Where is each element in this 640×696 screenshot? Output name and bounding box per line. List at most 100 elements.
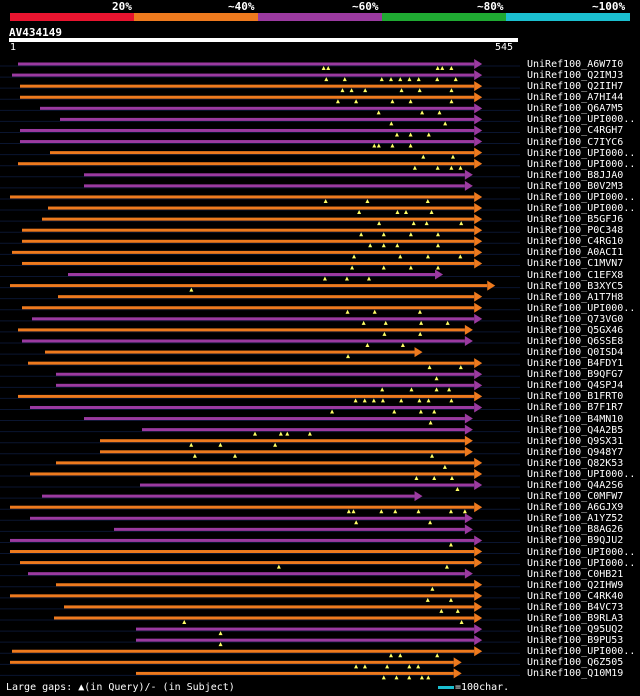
hit-row[interactable]: [0, 380, 520, 392]
hit-label[interactable]: UniRef100_B8JJA0: [527, 169, 624, 181]
hit-label[interactable]: UniRef100_Q948Y7: [527, 446, 624, 458]
hit-label[interactable]: UniRef100_B4MN10: [527, 413, 624, 425]
hit-label[interactable]: UniRef100_C1MVN7: [527, 258, 624, 270]
hit-row[interactable]: [0, 313, 520, 325]
hit-row[interactable]: [0, 214, 520, 226]
hit-row[interactable]: [0, 92, 520, 104]
hit-row[interactable]: [0, 579, 520, 591]
hit-row[interactable]: [0, 546, 520, 557]
hit-label[interactable]: UniRef100_B9PU53: [527, 635, 624, 647]
hit-row[interactable]: [0, 324, 520, 336]
hit-label[interactable]: UniRef100_UPI000..: [527, 546, 636, 558]
hit-row[interactable]: [0, 480, 520, 492]
hit-label[interactable]: UniRef100_A1YZ52: [527, 513, 624, 525]
hit-label[interactable]: UniRef100_C4RG10: [527, 236, 624, 248]
hit-label[interactable]: UniRef100_Q95UQ2: [527, 624, 624, 636]
hit-label[interactable]: UniRef100_Q4A2B5: [527, 424, 624, 436]
hit-row[interactable]: [0, 568, 520, 579]
hit-label[interactable]: UniRef100_Q2IMJ3: [527, 70, 624, 82]
hit-label[interactable]: UniRef100_C4RK40: [527, 590, 624, 602]
hit-label[interactable]: UniRef100_B9QJU2: [527, 535, 624, 547]
hit-label[interactable]: UniRef100_B9QFG7: [527, 369, 624, 381]
hit-label[interactable]: UniRef100_Q6Z505: [527, 657, 624, 669]
hit-label[interactable]: UniRef100_UPI000..: [527, 468, 636, 480]
hit-label[interactable]: UniRef100_UPI000..: [527, 191, 636, 203]
hit-label[interactable]: UniRef100_Q0ISD4: [527, 347, 624, 359]
hit-row[interactable]: [0, 247, 520, 259]
hit-row[interactable]: [0, 391, 520, 403]
hit-row[interactable]: [0, 169, 520, 180]
hit-label[interactable]: UniRef100_Q5GX46: [527, 324, 624, 336]
hit-label[interactable]: UniRef100_C1EFX8: [527, 269, 624, 281]
hit-row[interactable]: [0, 125, 520, 137]
hit-label[interactable]: UniRef100_UPI000..: [527, 203, 636, 215]
hit-row[interactable]: [0, 590, 520, 602]
hit-label[interactable]: UniRef100_UPI000..: [527, 302, 636, 314]
hit-label[interactable]: UniRef100_B4VC73: [527, 601, 624, 613]
hit-row[interactable]: [0, 446, 520, 458]
hit-label[interactable]: UniRef100_Q6A7M5: [527, 103, 624, 115]
hit-row[interactable]: [0, 601, 520, 613]
hit-label[interactable]: UniRef100_UPI000..: [527, 147, 636, 159]
hit-label[interactable]: UniRef100_UPI000..: [527, 557, 636, 569]
hit-row[interactable]: [0, 502, 520, 514]
hit-label[interactable]: UniRef100_A6W7I0: [527, 59, 624, 70]
hit-row[interactable]: [0, 302, 520, 314]
hit-label[interactable]: UniRef100_B5GFJ6: [527, 214, 624, 226]
hit-label[interactable]: UniRef100_C0HB21: [527, 568, 624, 580]
hit-row[interactable]: [0, 413, 520, 425]
hit-label[interactable]: UniRef100_Q82K53: [527, 457, 624, 469]
hit-row[interactable]: [0, 291, 520, 302]
hit-label[interactable]: UniRef100_B9RLA3: [527, 613, 624, 624]
hit-label[interactable]: UniRef100_C0MFW7: [527, 491, 624, 503]
hit-label[interactable]: UniRef100_B4FDY1: [527, 358, 624, 370]
hit-label[interactable]: UniRef100_B1FRT0: [527, 391, 624, 403]
hit-row[interactable]: [0, 114, 520, 126]
hit-row[interactable]: [0, 491, 520, 502]
hit-row[interactable]: [0, 424, 520, 436]
hit-label[interactable]: UniRef100_UPI000..: [527, 114, 636, 126]
hit-row[interactable]: [0, 136, 520, 148]
hit-row[interactable]: [0, 180, 520, 191]
hit-row[interactable]: [0, 280, 520, 292]
hit-row[interactable]: [0, 203, 520, 215]
hit-row[interactable]: [0, 103, 520, 115]
hit-row[interactable]: [0, 347, 520, 359]
hit-row[interactable]: [0, 646, 520, 658]
hit-label[interactable]: UniRef100_B7F1R7: [527, 402, 624, 414]
hit-label[interactable]: UniRef100_A0ACI1: [527, 247, 624, 259]
hit-label[interactable]: UniRef100_UPI000..: [527, 158, 636, 170]
hit-label[interactable]: UniRef100_UPI000..: [527, 646, 636, 658]
hit-row[interactable]: [0, 613, 520, 624]
hit-label[interactable]: UniRef100_C4RGH7: [527, 125, 624, 137]
hit-label[interactable]: UniRef100_Q73VG0: [527, 313, 624, 325]
hit-label[interactable]: UniRef100_Q9SX31: [527, 435, 624, 447]
hit-row[interactable]: [0, 258, 520, 270]
hit-label[interactable]: UniRef100_Q2IHW9: [527, 579, 624, 591]
hit-row[interactable]: [0, 657, 520, 669]
hit-label[interactable]: UniRef100_P0C348: [527, 225, 624, 237]
hit-label[interactable]: UniRef100_Q2IIH7: [527, 81, 624, 93]
hit-row[interactable]: [0, 524, 520, 535]
hit-row[interactable]: [0, 402, 520, 414]
hit-row[interactable]: [0, 369, 520, 381]
hit-row[interactable]: [0, 225, 520, 237]
hit-row[interactable]: [0, 191, 520, 203]
hit-label[interactable]: UniRef100_Q4A2S6: [527, 480, 624, 492]
hit-row[interactable]: [0, 158, 520, 170]
hit-row[interactable]: [0, 635, 520, 647]
hit-row[interactable]: [0, 624, 520, 636]
hit-row[interactable]: [0, 557, 520, 569]
hit-row[interactable]: [0, 358, 520, 370]
hit-label[interactable]: UniRef100_A7HI44: [527, 92, 624, 104]
hit-label[interactable]: UniRef100_C7IYC6: [527, 136, 624, 148]
hit-label[interactable]: UniRef100_A6GJX9: [527, 502, 624, 514]
hit-label[interactable]: UniRef100_Q4SPJ4: [527, 380, 624, 392]
hit-label[interactable]: UniRef100_Q6SSE8: [527, 336, 624, 347]
hit-row[interactable]: [0, 59, 520, 70]
hit-label[interactable]: UniRef100_B0V2M3: [527, 180, 624, 192]
hit-row[interactable]: [0, 513, 520, 525]
hit-row[interactable]: [0, 336, 520, 347]
hit-row[interactable]: [0, 435, 520, 447]
hit-row[interactable]: [0, 81, 520, 93]
